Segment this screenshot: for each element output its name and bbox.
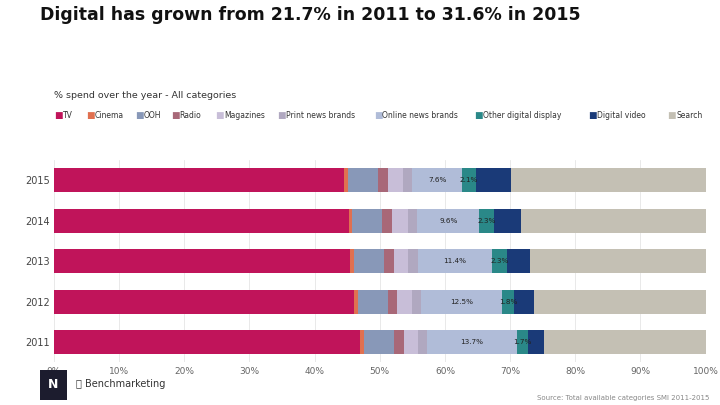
Bar — [528, 330, 544, 354]
Bar — [360, 330, 364, 354]
Bar — [403, 168, 413, 192]
Bar — [408, 249, 418, 273]
Bar — [54, 290, 354, 314]
Bar — [387, 290, 397, 314]
Bar — [54, 249, 351, 273]
Bar — [364, 330, 394, 354]
Bar — [392, 209, 408, 233]
Text: 12.5%: 12.5% — [450, 299, 473, 305]
Bar — [344, 168, 348, 192]
Bar — [462, 168, 476, 192]
Text: 示 Benchmarketing: 示 Benchmarketing — [76, 379, 165, 389]
Bar — [492, 249, 507, 273]
Text: 2.1%: 2.1% — [459, 177, 478, 183]
Bar — [408, 209, 417, 233]
Text: 9.6%: 9.6% — [439, 218, 457, 224]
Bar — [384, 249, 394, 273]
Text: Source: Total available categories SMI 2011-2015: Source: Total available categories SMI 2… — [537, 395, 709, 401]
Text: Online news brands: Online news brands — [382, 111, 458, 120]
Bar — [418, 330, 428, 354]
Bar — [503, 290, 514, 314]
Bar — [404, 330, 418, 354]
Bar — [387, 168, 403, 192]
Text: Print news brands: Print news brands — [286, 111, 355, 120]
Bar — [358, 290, 387, 314]
Text: Digital has grown from 21.7% in 2011 to 31.6% in 2015: Digital has grown from 21.7% in 2011 to … — [40, 6, 580, 24]
Bar — [54, 168, 344, 192]
Text: ■: ■ — [374, 111, 382, 120]
Text: Radio: Radio — [179, 111, 201, 120]
Text: OOH: OOH — [143, 111, 161, 120]
Bar — [507, 249, 530, 273]
Text: TV: TV — [63, 111, 73, 120]
Text: ■: ■ — [54, 111, 63, 120]
Text: Other digital display: Other digital display — [483, 111, 562, 120]
Bar — [54, 330, 360, 354]
Bar — [418, 249, 492, 273]
Text: Search: Search — [676, 111, 702, 120]
Bar — [413, 168, 462, 192]
Bar — [348, 168, 378, 192]
Text: Magazines: Magazines — [224, 111, 265, 120]
Bar — [348, 209, 352, 233]
Text: ■: ■ — [86, 111, 94, 120]
Text: 11.4%: 11.4% — [444, 258, 467, 264]
Bar — [530, 249, 706, 273]
Bar — [495, 209, 521, 233]
Bar — [521, 209, 706, 233]
Bar — [354, 249, 384, 273]
Bar — [351, 249, 354, 273]
Bar — [394, 249, 408, 273]
Bar — [54, 209, 348, 233]
Text: % spend over the year - All categories: % spend over the year - All categories — [54, 91, 236, 100]
Text: 2.3%: 2.3% — [490, 258, 508, 264]
Bar — [378, 168, 387, 192]
Text: ■: ■ — [215, 111, 224, 120]
Bar — [517, 330, 528, 354]
Bar — [417, 209, 480, 233]
Bar — [534, 290, 706, 314]
Text: ■: ■ — [588, 111, 597, 120]
Text: 7.6%: 7.6% — [428, 177, 446, 183]
Bar — [428, 330, 517, 354]
Bar — [476, 168, 510, 192]
Bar — [397, 290, 412, 314]
Text: ■: ■ — [474, 111, 483, 120]
Bar — [394, 330, 404, 354]
Bar — [412, 290, 421, 314]
Bar — [382, 209, 392, 233]
Bar — [510, 168, 706, 192]
Text: 13.7%: 13.7% — [461, 339, 484, 345]
Text: Digital video: Digital video — [597, 111, 646, 120]
Bar — [544, 330, 706, 354]
Text: 1.7%: 1.7% — [513, 339, 531, 345]
Text: 1.8%: 1.8% — [499, 299, 518, 305]
Text: ■: ■ — [171, 111, 179, 120]
Bar — [421, 290, 503, 314]
Text: Cinema: Cinema — [94, 111, 123, 120]
Text: ■: ■ — [277, 111, 286, 120]
Bar — [354, 290, 358, 314]
Bar — [480, 209, 495, 233]
Text: ■: ■ — [135, 111, 143, 120]
Bar — [352, 209, 382, 233]
Text: ■: ■ — [667, 111, 676, 120]
Bar — [514, 290, 534, 314]
Text: N: N — [48, 378, 58, 392]
Text: 2.3%: 2.3% — [478, 218, 496, 224]
